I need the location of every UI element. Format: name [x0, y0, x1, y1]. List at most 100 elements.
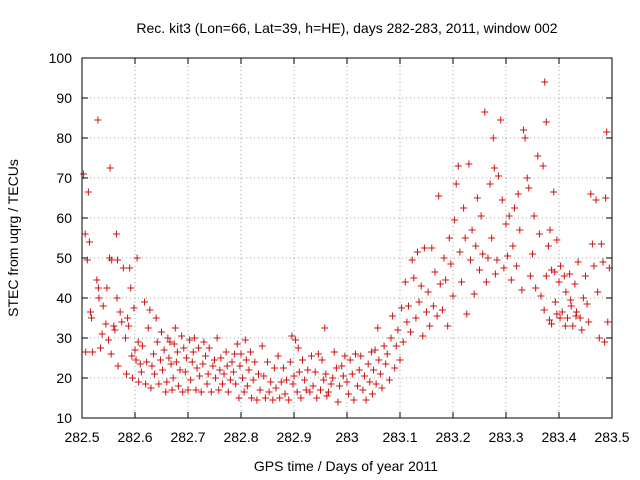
- data-point-marker: [81, 230, 89, 238]
- data-point-marker: [387, 334, 395, 342]
- data-point-marker: [189, 348, 197, 356]
- data-point-marker: [587, 190, 595, 198]
- data-point-marker: [572, 308, 580, 316]
- data-point-marker: [209, 362, 217, 370]
- data-point-marker: [200, 338, 208, 346]
- data-point-marker: [449, 292, 457, 300]
- data-point-marker: [514, 190, 522, 198]
- data-point-marker: [479, 250, 487, 258]
- data-point-marker: [447, 260, 455, 268]
- data-point-marker: [350, 396, 358, 404]
- data-point-marker: [324, 388, 332, 396]
- data-point-marker: [241, 336, 249, 344]
- data-point-marker: [495, 172, 503, 180]
- data-point-marker: [274, 352, 282, 360]
- data-point-marker: [500, 264, 508, 272]
- data-point-marker: [321, 324, 329, 332]
- data-point-marker: [383, 350, 391, 358]
- data-point-marker: [146, 306, 154, 314]
- data-point-marker: [603, 128, 611, 136]
- data-point-marker: [542, 118, 550, 126]
- data-point-marker: [121, 334, 129, 342]
- data-point-marker: [172, 358, 180, 366]
- data-point-marker: [583, 300, 591, 308]
- data-point-marker: [222, 348, 230, 356]
- data-point-marker: [548, 320, 556, 328]
- x-tick-label: 282.6: [117, 429, 152, 445]
- data-point-marker: [370, 366, 377, 374]
- data-point-marker: [556, 314, 564, 322]
- data-point-marker: [445, 234, 453, 242]
- data-point-marker: [360, 372, 368, 380]
- data-point-marker: [502, 220, 510, 228]
- data-point-marker: [557, 262, 565, 270]
- data-point-marker: [127, 284, 135, 292]
- data-point-marker: [343, 378, 351, 386]
- data-point-marker: [569, 322, 577, 330]
- data-point-marker: [152, 314, 160, 322]
- data-point-marker: [279, 364, 287, 372]
- data-point-marker: [188, 358, 196, 366]
- data-point-marker: [311, 368, 319, 376]
- data-point-marker: [285, 396, 293, 404]
- data-point-marker: [378, 384, 386, 392]
- data-point-marker: [107, 350, 115, 358]
- data-point-marker: [293, 388, 301, 396]
- data-point-marker: [276, 394, 284, 402]
- data-point-marker: [231, 350, 239, 358]
- data-point-marker: [215, 386, 223, 394]
- data-point-marker: [558, 308, 566, 316]
- data-point-marker: [80, 170, 88, 178]
- data-point-marker: [98, 330, 106, 338]
- grid-lines: [82, 58, 612, 418]
- data-point-marker: [460, 204, 468, 212]
- y-tick-label: 60: [56, 210, 72, 226]
- data-point-marker: [254, 370, 262, 378]
- data-point-marker: [119, 264, 127, 272]
- data-point-marker: [218, 380, 226, 388]
- data-point-marker: [137, 368, 145, 376]
- data-point-marker: [433, 312, 441, 320]
- data-point-marker: [162, 388, 170, 396]
- data-point-marker: [297, 394, 305, 402]
- data-point-marker: [417, 282, 425, 290]
- data-point-marker: [211, 356, 218, 364]
- data-point-marker: [394, 326, 402, 334]
- data-point-marker: [95, 294, 103, 302]
- data-point-marker: [226, 376, 234, 384]
- data-point-marker: [339, 372, 347, 380]
- data-point-marker: [472, 242, 480, 250]
- x-axis-label: GPS time / Days of year 2011: [254, 458, 438, 474]
- y-tick-label: 100: [49, 50, 73, 66]
- data-point-marker: [201, 352, 209, 360]
- data-point-marker: [239, 374, 247, 382]
- data-point-marker: [192, 386, 200, 394]
- data-point-marker: [551, 268, 559, 276]
- data-point-marker: [93, 276, 101, 284]
- data-point-marker: [497, 116, 505, 124]
- data-point-marker: [389, 312, 397, 320]
- data-point-marker: [560, 272, 568, 280]
- data-point-marker: [391, 364, 399, 372]
- data-point-marker: [190, 334, 198, 342]
- data-point-marker: [359, 386, 367, 394]
- data-point-marker: [498, 196, 506, 204]
- data-point-marker: [521, 134, 529, 142]
- data-point-marker: [83, 256, 91, 264]
- data-point-marker: [251, 358, 259, 366]
- data-point-marker: [424, 288, 432, 296]
- data-point-marker: [102, 320, 110, 328]
- data-point-marker: [298, 356, 306, 364]
- data-point-marker: [604, 318, 612, 326]
- data-point-marker: [147, 384, 155, 392]
- data-point-marker: [592, 196, 600, 204]
- data-point-marker: [477, 212, 485, 220]
- y-tick-label: 20: [56, 370, 72, 386]
- data-point-marker: [105, 336, 112, 344]
- data-point-marker: [431, 268, 439, 276]
- data-point-marker: [187, 376, 195, 384]
- y-tick-label: 50: [56, 250, 72, 266]
- data-point-marker: [574, 258, 582, 266]
- data-point-marker: [132, 356, 140, 364]
